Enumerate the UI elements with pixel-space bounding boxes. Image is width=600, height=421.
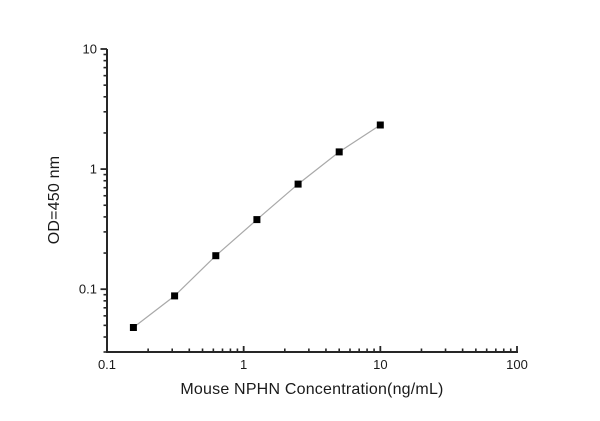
data-point-marker — [212, 252, 220, 260]
x-axis-title: Mouse NPHN Concentration(ng/mL) — [180, 381, 444, 398]
y-tick-label: 1 — [90, 162, 97, 177]
data-point-marker — [294, 180, 302, 188]
data-point-marker — [171, 292, 179, 300]
x-tick-label: 1 — [240, 357, 247, 372]
data-point-marker — [335, 148, 343, 156]
data-series-line — [133, 124, 381, 328]
y-tick-label: 0.1 — [79, 282, 97, 297]
x-tick-label: 10 — [373, 357, 387, 372]
x-tick-label: 0.1 — [98, 357, 116, 372]
data-point-marker — [129, 324, 137, 331]
y-tick-label: 10 — [83, 42, 97, 57]
data-point-marker — [376, 121, 384, 129]
data-point-marker — [253, 216, 261, 224]
x-tick-label: 100 — [506, 357, 528, 372]
y-axis-title: OD=450 nm — [46, 155, 63, 245]
